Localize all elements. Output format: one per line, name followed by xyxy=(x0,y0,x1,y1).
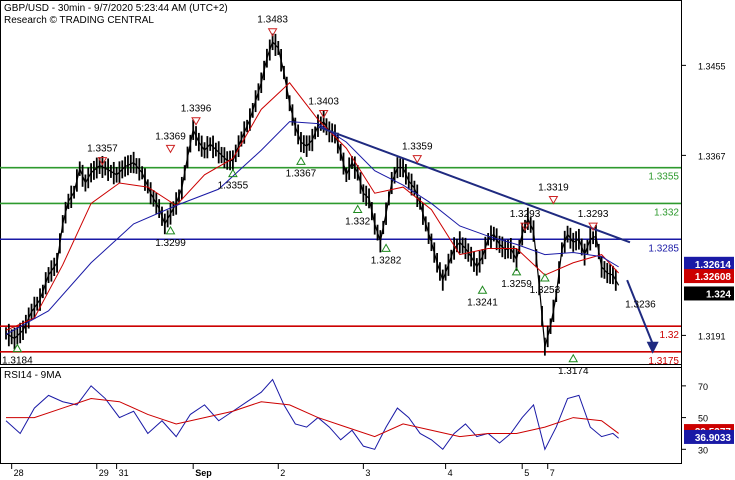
price-line xyxy=(5,40,620,347)
level-label: 1.32 xyxy=(660,330,680,341)
main-panel xyxy=(0,0,682,365)
rsi-panel xyxy=(0,367,682,464)
y-tick-label: 1.3367 xyxy=(698,151,726,161)
rsi-price-tag-label: 36.9033 xyxy=(695,433,732,444)
peak-label: 1.3319 xyxy=(538,182,569,193)
peak-label: 1.3369 xyxy=(155,131,186,142)
price-tag xyxy=(684,269,734,284)
trough-label: 1.3299 xyxy=(155,238,186,249)
peak-marker-icon xyxy=(191,117,201,126)
trough-marker-icon xyxy=(12,343,23,353)
target-label: 1.3236 xyxy=(625,299,656,310)
peak-label: 1.3293 xyxy=(510,209,541,220)
x-tick-label: 7 xyxy=(550,468,555,478)
price-tag-label: 1.32608 xyxy=(695,272,732,283)
rsi-title: RSI14 - 9MA xyxy=(4,370,62,381)
forecast-arrow-shaft xyxy=(626,279,654,345)
trendline xyxy=(317,125,631,244)
chart-title: GBP/USD - 30min - 9/7/2020 5:23:44 AM (U… xyxy=(4,3,228,14)
trough-label: 1.332 xyxy=(345,216,370,227)
peak-marker-icon xyxy=(267,28,278,37)
trough-marker-icon xyxy=(540,272,550,282)
price-tag-label: 1.32614 xyxy=(695,260,732,271)
rsi-y-tick-label: 30 xyxy=(698,445,708,455)
trough-label: 1.3355 xyxy=(218,181,249,192)
peak-marker-icon xyxy=(318,110,329,119)
y-tick-label: 1.3455 xyxy=(698,61,726,71)
trough-label: 1.3259 xyxy=(501,279,532,290)
peak-marker-icon xyxy=(97,157,108,166)
y-tick-label: 1.3191 xyxy=(698,331,726,341)
trough-marker-icon xyxy=(352,204,363,213)
x-tick-label: Sep xyxy=(195,468,212,478)
x-tick-label: 2 xyxy=(280,468,285,478)
trough-marker-icon xyxy=(228,168,238,178)
peak-label: 1.3396 xyxy=(181,104,212,115)
rsi-price-tag xyxy=(684,429,734,444)
peak-label: 1.3403 xyxy=(308,97,339,108)
trough-marker-icon xyxy=(165,225,176,235)
series-rsi_ma xyxy=(6,398,619,438)
level-label: 1.3355 xyxy=(648,172,679,183)
series-rsi xyxy=(5,378,619,451)
peak-marker-icon xyxy=(165,144,176,154)
x-tick-label: 5 xyxy=(524,468,529,478)
x-tick-label: 31 xyxy=(119,468,129,478)
level-label: 1.3175 xyxy=(648,356,679,367)
level-label: 1.332 xyxy=(654,207,679,218)
peak-label: 1.3357 xyxy=(87,144,118,155)
trough-marker-icon xyxy=(477,285,488,294)
x-tick-label: 3 xyxy=(365,468,370,478)
peak-marker-icon xyxy=(520,222,530,232)
trough-label: 1.3174 xyxy=(558,366,589,377)
x-tick-label: 28 xyxy=(14,468,24,478)
price-tag-label: 1.324 xyxy=(706,289,731,300)
x-tick-label: 4 xyxy=(448,468,453,478)
rsi-y-tick-label: 50 xyxy=(698,414,708,424)
peak-label: 1.3483 xyxy=(257,15,288,26)
peak-marker-icon xyxy=(588,222,598,232)
level-label: 1.3285 xyxy=(648,243,679,254)
x-tick-label: 29 xyxy=(99,468,109,478)
trough-label: 1.3282 xyxy=(371,255,402,266)
price-tag xyxy=(684,256,734,271)
price-tag xyxy=(684,286,734,301)
trough-label: 1.3184 xyxy=(2,356,33,367)
peak-marker-icon xyxy=(548,195,559,205)
trough-marker-icon xyxy=(568,353,579,363)
series-ma_slow xyxy=(5,121,619,335)
peak-label: 1.3293 xyxy=(578,209,609,220)
series-ma_fast xyxy=(5,82,619,331)
rsi-y-tick-label: 70 xyxy=(698,382,708,392)
trough-label: 1.3367 xyxy=(286,168,317,179)
trough-marker-icon xyxy=(511,266,522,276)
trough-label: 1.3241 xyxy=(467,297,498,308)
peak-label: 1.3359 xyxy=(402,142,433,153)
trough-label: 1.3253 xyxy=(530,285,561,296)
trough-marker-icon xyxy=(296,156,306,165)
chart-credit: Research © TRADING CENTRAL xyxy=(4,15,154,26)
forecast-arrow-head xyxy=(646,341,659,354)
trough-marker-icon xyxy=(381,243,391,252)
peak-marker-icon xyxy=(412,155,423,164)
